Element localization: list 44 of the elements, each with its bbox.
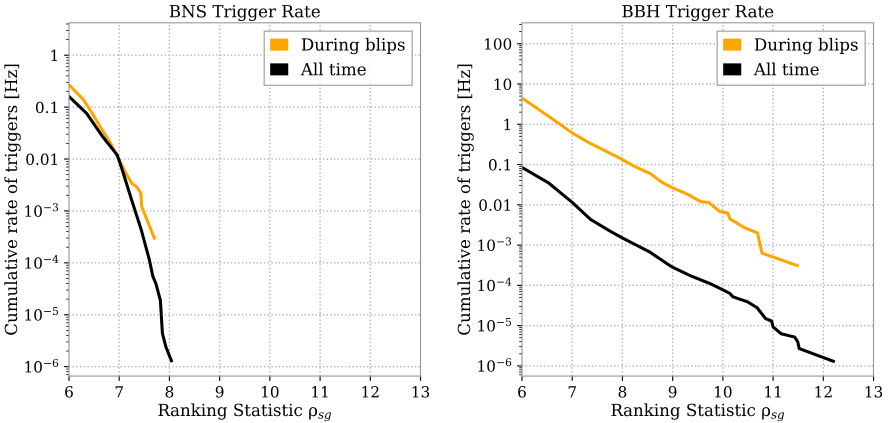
y-tick-label: 10$^{−4}$ xyxy=(478,278,512,292)
x-tick-label: 7 xyxy=(116,386,123,398)
y-tick-label: 1 xyxy=(51,50,58,61)
y-tick-label: 10$^{−6}$ xyxy=(25,358,58,373)
x-tick-label: 11 xyxy=(312,386,328,398)
x-tick-label: 11 xyxy=(765,386,781,398)
legend-label: During blips xyxy=(754,38,858,54)
x-axis-title: Ranking Statistic ρ$_{sg}$ xyxy=(611,403,784,422)
x-tick-label: 12 xyxy=(362,386,379,398)
line-series xyxy=(68,94,173,362)
x-tick-label: 13 xyxy=(412,386,430,398)
y-tick-label: 0.1 xyxy=(488,159,510,171)
y-tick-label: 10$^{−5}$ xyxy=(478,318,512,332)
y-tick-label: 10$^{−3}$ xyxy=(25,203,58,217)
y-tick-label: 10$^{−5}$ xyxy=(25,307,58,321)
y-tick-label: 10$^{−3}$ xyxy=(478,237,512,251)
y-tick-label: 1 xyxy=(504,118,510,130)
y-tick-label: 0.1 xyxy=(36,102,58,114)
y-axis-title: Cumulative rate of triggers [Hz] xyxy=(457,64,474,335)
x-tick-label: 9 xyxy=(216,386,224,398)
y-tick-label: 10$^{−6}$ xyxy=(478,358,512,372)
y-tick-label: 10$^{−4}$ xyxy=(25,255,58,269)
x-tick-label: 7 xyxy=(568,386,576,398)
chart-title: BBH Trigger Rate xyxy=(622,5,774,21)
y-tick-label: 10 xyxy=(494,78,512,90)
legend-label: All time xyxy=(300,62,366,76)
x-tick-label: 6 xyxy=(518,386,526,398)
x-tick-label: 13 xyxy=(866,386,882,398)
x-tick-label: 8 xyxy=(166,386,174,398)
x-tick-label: 8 xyxy=(618,386,626,398)
x-tick-label: 10 xyxy=(262,386,279,398)
x-tick-label: 9 xyxy=(668,386,676,398)
x-tick-label: 6 xyxy=(65,386,73,398)
x-tick-label: 12 xyxy=(815,386,832,398)
chart-title: BNS Trigger Rate xyxy=(170,4,320,21)
legend-label: During blips xyxy=(302,38,405,54)
y-axis-title: Cumulative rate of triggers [Hz] xyxy=(4,64,21,335)
legend-label: All time xyxy=(754,62,819,76)
y-tick-label: 0.01 xyxy=(26,153,58,166)
y-tick-label: 100 xyxy=(484,38,512,50)
line-series xyxy=(522,96,799,268)
y-tick-label: 0.01 xyxy=(479,199,510,211)
x-axis-title: Ranking Statistic ρ$_{sg}$ xyxy=(158,403,332,422)
x-tick-label: 10 xyxy=(715,386,732,398)
